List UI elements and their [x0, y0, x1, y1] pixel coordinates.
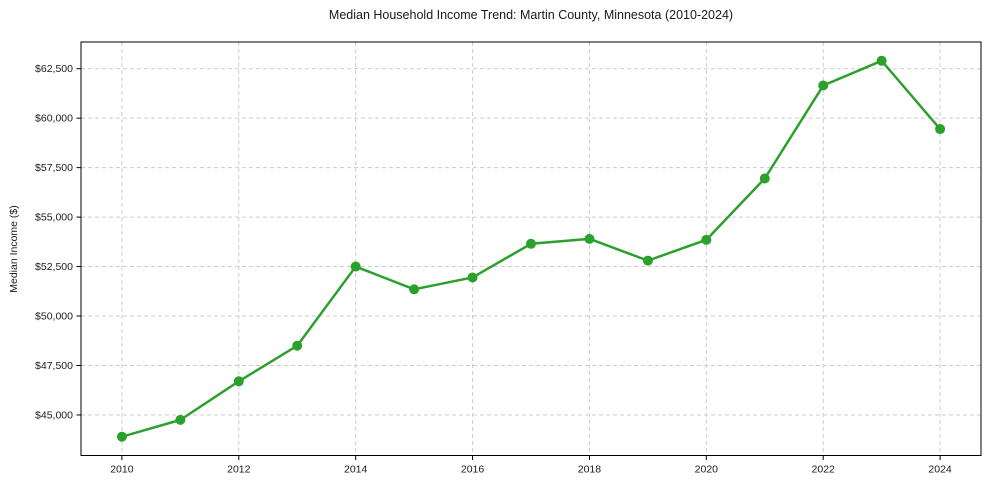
y-tick-label: $45,000: [35, 409, 73, 421]
data-point-2014: [350, 261, 361, 272]
data-point-2012: [233, 376, 244, 387]
y-tick-label: $60,000: [35, 113, 73, 125]
y-tick-label: $50,000: [35, 311, 73, 323]
data-point-2013: [292, 340, 303, 351]
data-point-2024: [935, 124, 946, 135]
data-point-2016: [467, 272, 478, 283]
plot-border: [80, 41, 982, 456]
x-tick-label: 2012: [227, 464, 251, 476]
x-tick-label: 2010: [110, 464, 134, 476]
data-point-2017: [526, 238, 536, 249]
data-point-2021: [759, 173, 770, 184]
x-tick-label: 2022: [812, 464, 836, 476]
y-tick-label: $62,500: [35, 63, 73, 75]
y-tick-label: $57,500: [35, 162, 73, 174]
data-point-2018: [584, 233, 595, 244]
data-point-2023: [876, 55, 887, 66]
y-tick-label: $55,000: [35, 212, 73, 224]
data-point-2019: [642, 255, 653, 266]
y-tick-label: $47,500: [35, 360, 73, 372]
x-tick-label: 2024: [928, 464, 952, 476]
data-point-2011: [175, 414, 186, 425]
data-point-2022: [818, 80, 829, 91]
x-tick-label: 2020: [695, 464, 719, 476]
chart-title: Median Household Income Trend: Martin Co…: [328, 8, 734, 22]
x-tick-label: 2014: [344, 464, 368, 476]
y-tick-label: $52,500: [35, 261, 73, 273]
x-tick-label: 2018: [578, 464, 602, 476]
x-tick-label: 2016: [461, 464, 485, 476]
data-point-2020: [701, 234, 712, 245]
data-point-2015: [409, 284, 420, 295]
data-point-2010: [116, 431, 127, 442]
